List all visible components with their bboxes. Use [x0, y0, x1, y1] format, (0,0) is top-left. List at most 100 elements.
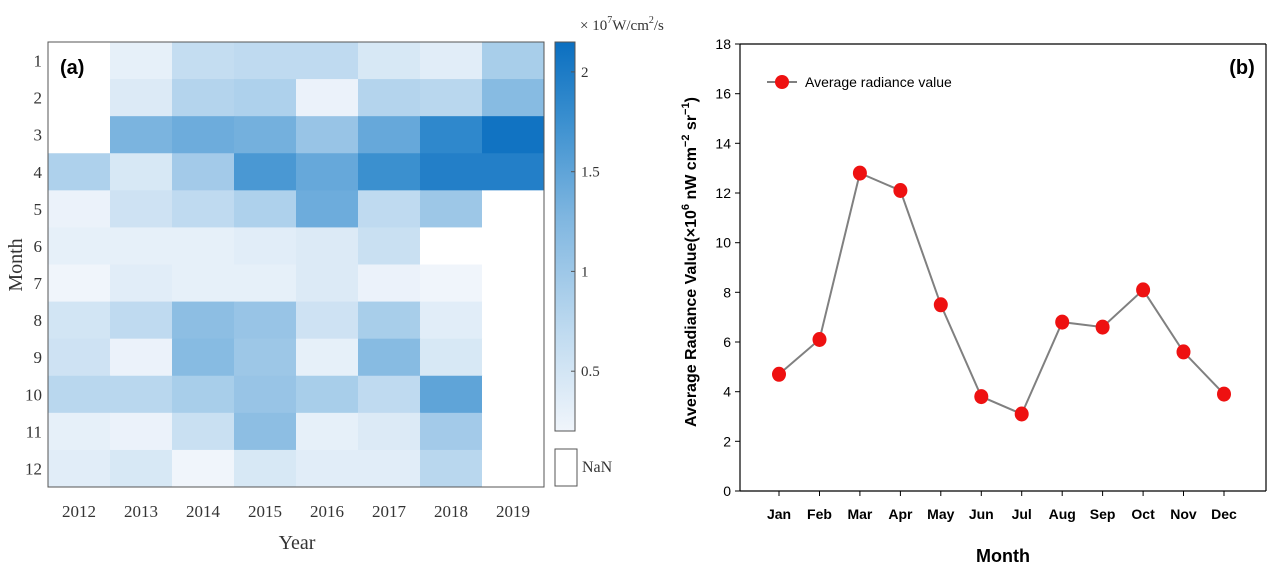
line-y-axis-title-exp2: −2 [680, 135, 692, 148]
line-x-tick-label: Jun [969, 506, 994, 522]
line-y-axis-title-mid: nW cm [683, 147, 700, 204]
heatmap-x-tick-labels: 2012 2013 2014 2015 2016 2017 2018 2019 [62, 502, 530, 521]
heatmap-cell-8-2018 [420, 301, 483, 340]
heatmap-cell-10-2016 [296, 375, 359, 414]
heatmap-cell-1-2012 [48, 42, 111, 80]
heatmap-cell-2-2013 [110, 79, 173, 117]
heatmap-cell-8-2017 [358, 301, 421, 340]
line-y-axis-title-mid2: sr [683, 115, 700, 135]
heatmap-cell-9-2015 [234, 338, 297, 377]
heatmap-cell-2-2012 [48, 79, 111, 117]
heatmap-cell-4-2014 [172, 153, 235, 191]
heatmap-cell-2-2016 [296, 79, 359, 117]
heatmap-cell-2-2018 [420, 79, 483, 117]
colorbar-tick-label: 0.5 [581, 364, 600, 380]
heatmap-x-tick-label: 2018 [434, 502, 468, 521]
heatmap-frame [47, 41, 545, 488]
line-x-tick-label: Mar [847, 506, 872, 522]
heatmap-y-tick-label: 1 [34, 52, 43, 71]
heatmap-cell-6-2013 [110, 227, 173, 265]
heatmap-y-tick-label: 6 [34, 237, 43, 256]
heatmap-cell-9-2017 [358, 338, 421, 377]
heatmap-cell-7-2016 [296, 264, 359, 303]
line-y-axis-title-exp1: 6 [680, 204, 692, 210]
heatmap-y-axis-title: Month [5, 238, 27, 291]
heatmap-cell-5-2012 [48, 190, 111, 228]
heatmap-cell-3-2013 [110, 116, 173, 154]
line-y-tick-label: 0 [723, 483, 731, 499]
heatmap-cell-12-2013 [110, 449, 173, 488]
heatmap-cell-8-2012 [48, 301, 111, 340]
line-y-tick-label: 2 [723, 433, 731, 449]
heatmap-cell-11-2014 [172, 412, 235, 451]
heatmap-cell-11-2015 [234, 412, 297, 451]
heatmap-cell-6-2012 [48, 227, 111, 265]
line-y-tick-labels: 0 2 4 6 8 10 12 14 16 18 [715, 36, 740, 499]
line-y-tick-label: 18 [715, 36, 731, 52]
heatmap-cell-6-2014 [172, 227, 235, 265]
line-x-tick-label: Nov [1170, 506, 1197, 522]
series-point-Mar [852, 165, 867, 181]
heatmap-cell-10-2012 [48, 375, 111, 414]
legend-label: Average radiance value [805, 74, 952, 90]
heatmap-y-tick-label: 5 [34, 200, 43, 219]
heatmap-cell-3-2019 [482, 116, 545, 154]
heatmap-cell-8-2016 [296, 301, 359, 340]
heatmap-cell-11-2013 [110, 412, 173, 451]
colorbar [554, 41, 576, 432]
heatmap-cell-11-2019 [482, 412, 545, 451]
heatmap-cell-1-2018 [420, 42, 483, 80]
colorbar-unit: × 107W/cm2/s [580, 15, 664, 34]
heatmap-cell-9-2013 [110, 338, 173, 377]
heatmap-x-tick-label: 2017 [372, 502, 407, 521]
series-point-Sep [1095, 319, 1110, 335]
panel-b-label: (b) [1229, 57, 1255, 79]
colorbar-unit-tail: /s [654, 18, 664, 34]
heatmap-y-tick-label: 12 [25, 460, 42, 479]
colorbar-tick-label: 2 [581, 65, 589, 81]
heatmap-cell-10-2014 [172, 375, 235, 414]
line-y-axis-title-exp3: −1 [680, 102, 692, 115]
series-point-Jul [1014, 406, 1029, 422]
heatmap-cell-8-2013 [110, 301, 173, 340]
heatmap-y-tick-label: 9 [34, 348, 43, 367]
heatmap-cell-7-2013 [110, 264, 173, 303]
series-point-Nov [1176, 344, 1191, 360]
line-x-tick-label: Dec [1211, 506, 1237, 522]
heatmap-cell-8-2015 [234, 301, 297, 340]
line-x-tick-label: Jul [1012, 506, 1032, 522]
heatmap-y-tick-label: 4 [34, 163, 43, 182]
heatmap-cell-3-2014 [172, 116, 235, 154]
series-point-Dec [1217, 386, 1231, 402]
line-x-tick-label: Feb [807, 506, 832, 522]
heatmap-x-tick-label: 2016 [310, 502, 344, 521]
colorbar-tick-label: 1 [581, 264, 589, 280]
heatmap-cell-9-2018 [420, 338, 483, 377]
line-y-tick-label: 6 [723, 334, 731, 350]
heatmap-y-tick-label: 11 [26, 422, 42, 441]
line-x-tick-label: Oct [1131, 506, 1155, 522]
heatmap-cell-11-2018 [420, 412, 483, 451]
heatmap-cell-5-2017 [358, 190, 421, 228]
heatmap-cell-11-2012 [48, 412, 111, 451]
heatmap-cell-12-2018 [420, 449, 483, 488]
series-line-average-radiance [778, 171, 1225, 416]
heatmap-y-tick-label: 3 [34, 126, 43, 145]
heatmap-cell-10-2019 [482, 375, 545, 414]
colorbar-unit-exp: 7 [607, 15, 612, 26]
heatmap-cell-12-2014 [172, 449, 235, 488]
nan-swatch [554, 448, 578, 487]
heatmap-cell-4-2019 [482, 153, 545, 191]
heatmap-y-tick-label: 2 [34, 89, 43, 108]
heatmap-cell-3-2017 [358, 116, 421, 154]
heatmap-cell-7-2019 [482, 264, 545, 303]
heatmap-cell-1-2016 [296, 42, 359, 80]
heatmap-cell-12-2016 [296, 449, 359, 488]
heatmap-cell-5-2019 [482, 190, 545, 228]
series-point-Oct [1136, 282, 1151, 298]
nan-label: NaN [582, 459, 613, 476]
heatmap-x-axis-title: Year [279, 532, 316, 554]
heatmap-cell-11-2016 [296, 412, 359, 451]
